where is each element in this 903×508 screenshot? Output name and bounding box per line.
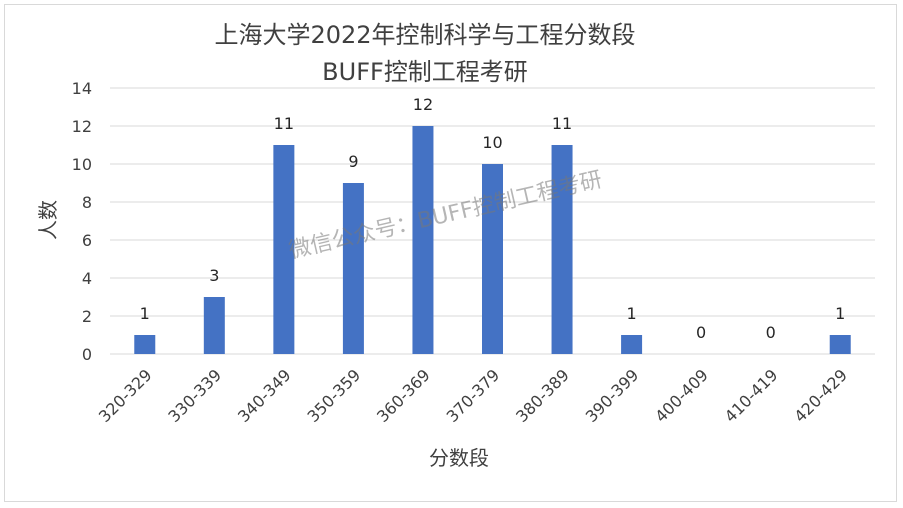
data-label: 1 (626, 304, 636, 323)
data-label: 12 (413, 95, 433, 114)
bar (203, 297, 225, 354)
y-axis-ticks: 0 2 4 6 8 10 12 14 (72, 79, 92, 364)
data-label: 9 (348, 152, 358, 171)
bar (829, 335, 851, 354)
data-label: 11 (274, 114, 294, 133)
data-label: 1 (835, 304, 845, 323)
bar (482, 164, 503, 354)
y-axis-label: 人数 (36, 200, 60, 240)
x-tick-label: 340-349 (234, 365, 295, 426)
x-tick-label: 330-339 (164, 365, 225, 426)
x-axis-ticks: 320-329 330-339 340-349 350-359 360-369 370-3… (95, 365, 851, 426)
data-label: 11 (552, 114, 572, 133)
bars (134, 126, 851, 354)
chart-title: 上海大学2022年控制科学与工程分数段 (214, 21, 635, 49)
y-tick-label: 14 (72, 79, 92, 98)
chart-border (4, 4, 897, 502)
x-tick-label: 410-419 (721, 365, 782, 426)
x-tick-label: 320-329 (95, 365, 156, 426)
y-tick-label: 2 (82, 307, 92, 326)
bar (621, 335, 643, 354)
x-tick-label: 420-429 (790, 365, 851, 426)
x-tick-label: 380-389 (512, 365, 573, 426)
y-tick-label: 6 (82, 231, 92, 250)
chart-subtitle: BUFF控制工程考研 (322, 58, 528, 86)
gridlines (110, 87, 875, 355)
y-tick-label: 0 (82, 345, 92, 364)
y-tick-label: 10 (72, 155, 92, 174)
data-label: 0 (766, 323, 776, 342)
y-tick-label: 4 (82, 269, 92, 288)
data-label: 0 (696, 323, 706, 342)
bar (342, 183, 364, 354)
x-tick-label: 350-359 (304, 365, 365, 426)
x-axis-label: 分数段 (429, 446, 489, 470)
x-tick-label: 390-399 (582, 365, 643, 426)
bar (134, 335, 156, 354)
data-label: 1 (140, 304, 150, 323)
y-tick-label: 8 (82, 193, 92, 212)
bar (273, 145, 295, 354)
bar (551, 145, 573, 354)
x-tick-label: 360-369 (373, 365, 434, 426)
x-tick-label: 400-409 (651, 365, 712, 426)
y-tick-label: 12 (72, 117, 92, 136)
data-label: 3 (209, 266, 219, 285)
bar (412, 126, 434, 354)
x-tick-label: 370-379 (443, 365, 504, 426)
data-label: 10 (482, 133, 502, 152)
